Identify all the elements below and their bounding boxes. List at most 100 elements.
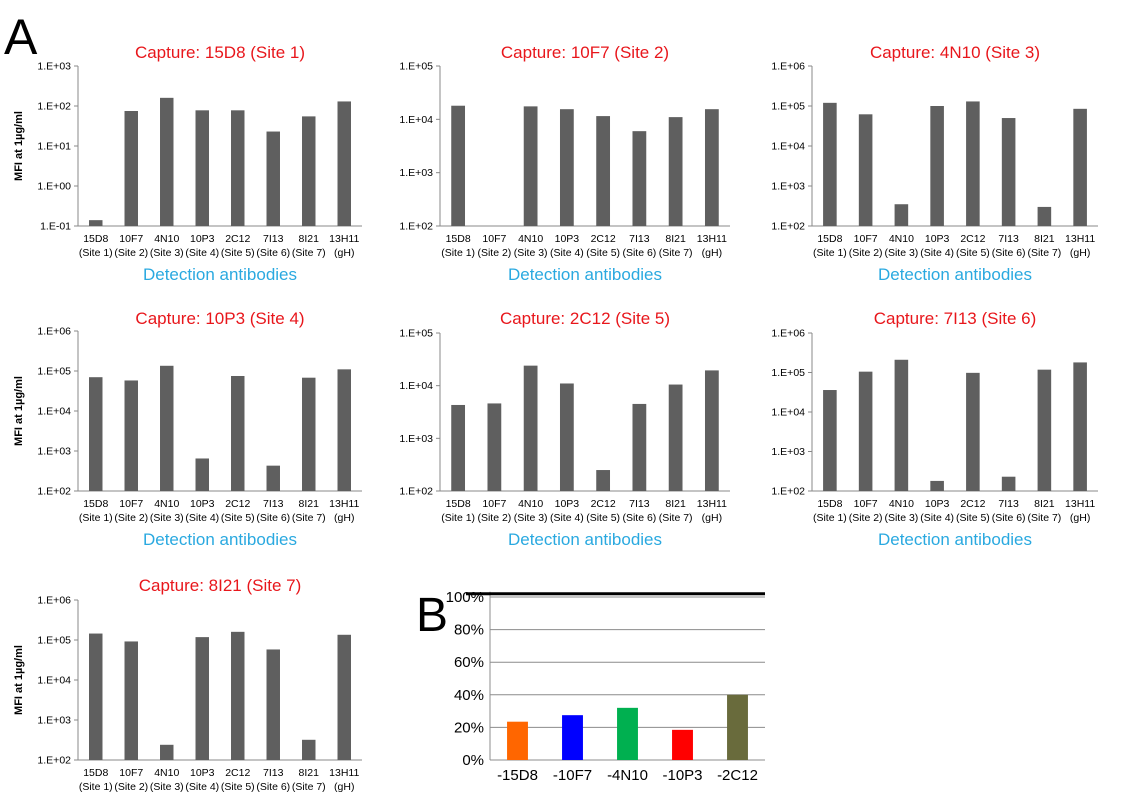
x-tick-label: 13H11: [329, 767, 359, 779]
x-tick-sublabel: (Site 6): [622, 512, 656, 524]
x-tick-label: 8I21: [299, 767, 320, 779]
x-tick-sublabel: (Site 7): [292, 512, 326, 524]
bar-10f7: [562, 715, 583, 760]
bar-8i21: [1037, 369, 1052, 491]
bar-7i13: [1001, 118, 1016, 226]
x-tick-sublabel: (Site 5): [221, 247, 255, 259]
y-tick-label: 1.E+02: [399, 486, 433, 498]
x-tick-label: 4N10: [889, 233, 914, 245]
x-tick-sublabel: (Site 5): [221, 512, 255, 524]
y-axis-label: MFI at 1µg/ml: [13, 111, 25, 181]
x-tick-label: 4N10: [154, 767, 179, 779]
bar-2c12: [727, 694, 748, 760]
bar-8i21: [668, 117, 683, 226]
x-tick-label: 13H11: [1065, 233, 1095, 245]
x-tick-label: 10P3: [925, 233, 950, 245]
bar-10f7: [858, 114, 873, 226]
x-tick-sublabel: (Site 3): [150, 781, 184, 793]
x-tick-label: 13H11: [329, 498, 359, 510]
x-tick-label: 10F7: [119, 767, 143, 779]
x-tick-sublabel: (Site 7): [292, 781, 326, 793]
y-tick-label: 60%: [454, 654, 484, 671]
bar-7i13: [632, 403, 647, 491]
x-tick-label: 8I21: [665, 498, 686, 510]
x-tick-label: 8I21: [665, 233, 686, 245]
x-tick-sublabel: (Site 4): [185, 512, 219, 524]
x-tick-sublabel: (Site 3): [150, 247, 184, 259]
bar-2c12: [596, 116, 611, 226]
chart-5: Capture: 2C12 (Site 5) 1.E+02 1.E+03 1.E+04…: [399, 309, 730, 549]
bar-2c12: [596, 470, 611, 491]
x-tick-sublabel: (Site 3): [514, 247, 548, 259]
x-tick-label: 2C12: [225, 767, 250, 779]
bar-10f7: [124, 380, 138, 491]
chart-title: Capture: 10F7 (Site 2): [501, 43, 669, 62]
bar-8i21: [302, 116, 316, 226]
x-tick-sublabel: (Site 3): [150, 512, 184, 524]
chart-7: Capture: 8I21 (Site 7) 1.E+02 1.E+03 1.E+04…: [13, 576, 362, 800]
bar-8i21: [1037, 206, 1052, 226]
x-tick-label: 2C12: [591, 498, 616, 510]
x-tick-label: 2C12: [960, 233, 985, 245]
chart-title: Capture: 7I13 (Site 6): [874, 309, 1037, 328]
bar-4n10: [160, 365, 174, 491]
x-tick-sublabel: (Site 6): [992, 512, 1026, 524]
bar-8i21: [302, 739, 316, 760]
x-tick-label: -10F7: [553, 767, 592, 784]
y-tick-label: 1.E+04: [37, 675, 71, 687]
bar-10p3: [930, 106, 944, 226]
x-tick-label: 7I13: [263, 233, 284, 245]
x-tick-sublabel: (Site 6): [256, 781, 290, 793]
x-tick-label: 10P3: [190, 233, 215, 245]
y-tick-label: 1.E+05: [399, 61, 433, 73]
chart-title: Capture: 15D8 (Site 1): [135, 43, 305, 62]
x-tick-label: 15D8: [83, 233, 108, 245]
bar-10f7: [124, 110, 138, 226]
x-tick-sublabel: (Site 2): [849, 512, 883, 524]
x-tick-sublabel: (Site 1): [813, 512, 847, 524]
y-tick-label: 1.E+05: [37, 366, 71, 378]
x-tick-label: 7I13: [629, 233, 650, 245]
y-axis-label: MFI at 1µg/ml: [13, 376, 25, 446]
y-tick-label: 1.E+06: [771, 328, 805, 340]
y-tick-label: 1.E+02: [37, 755, 71, 767]
x-tick-label: 4N10: [154, 233, 179, 245]
x-tick-label: 10F7: [482, 233, 506, 245]
bar-10p3: [559, 383, 574, 491]
bar-13h11: [1073, 108, 1087, 226]
x-tick-sublabel: (Site 7): [1027, 512, 1061, 524]
x-tick-label: 10F7: [854, 498, 878, 510]
x-tick-sublabel: (Site 5): [956, 247, 990, 259]
chart-3: Capture: 4N10 (Site 3) 1.E+02 1.E+03 1.E+04…: [771, 43, 1098, 284]
x-tick-sublabel: (Site 2): [477, 512, 511, 524]
bar-10p3: [195, 458, 209, 491]
bar-15d8: [451, 105, 466, 226]
y-tick-label: 40%: [454, 687, 484, 704]
bar-4n10: [160, 744, 174, 760]
x-tick-label: 15D8: [817, 498, 842, 510]
x-tick-label: -10P3: [662, 767, 702, 784]
x-tick-sublabel: (Site 6): [256, 247, 290, 259]
bar-4n10: [894, 359, 909, 491]
x-tick-label: 13H11: [697, 498, 727, 510]
x-tick-sublabel: (Site 2): [477, 247, 511, 259]
x-tick-label: 15D8: [83, 767, 108, 779]
bar-13h11: [337, 369, 351, 491]
x-tick-label: 7I13: [998, 233, 1019, 245]
x-tick-sublabel: (Site 5): [956, 512, 990, 524]
chart-title: Capture: 10P3 (Site 4): [135, 309, 304, 328]
bar-10p3: [195, 637, 209, 760]
bar-10p3: [559, 109, 574, 226]
bar-13h11: [337, 101, 351, 226]
bar-13h11: [337, 634, 351, 760]
x-axis-label: Detection antibodies: [143, 530, 297, 549]
y-tick-label: 1.E+03: [771, 446, 805, 458]
bar-10f7: [487, 403, 502, 491]
y-tick-label: 1.E+05: [771, 101, 805, 113]
chart-2: Capture: 10F7 (Site 2) 1.E+02 1.E+03 1.E+04…: [399, 43, 730, 284]
x-tick-sublabel: (Site 7): [1027, 247, 1061, 259]
x-tick-label: 10P3: [555, 498, 580, 510]
x-tick-label: 8I21: [1034, 498, 1055, 510]
y-tick-label: 20%: [454, 719, 484, 736]
x-tick-sublabel: (gH): [1070, 247, 1090, 259]
